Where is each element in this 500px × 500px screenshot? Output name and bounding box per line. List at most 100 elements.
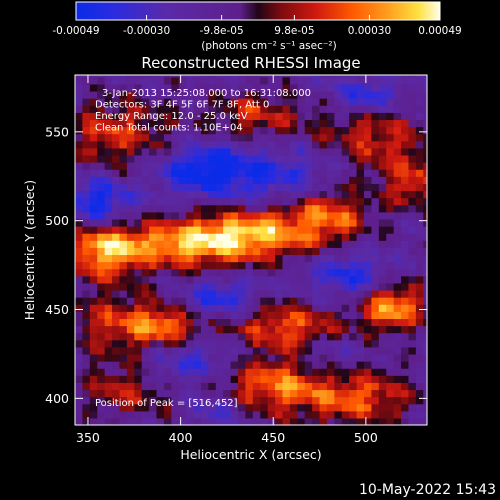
heatmap-cell — [186, 275, 195, 284]
heatmap-cell — [282, 332, 291, 341]
heatmap-cell — [208, 289, 217, 298]
heatmap-cell — [319, 353, 328, 362]
heatmap-cell — [282, 282, 291, 291]
heatmap-cell — [200, 417, 209, 425]
heatmap-cell — [304, 226, 313, 234]
heatmap-cell — [378, 318, 387, 327]
heatmap-cell — [97, 154, 106, 163]
heatmap-cell — [401, 162, 410, 170]
heatmap-cell — [371, 282, 380, 291]
heatmap-cell — [149, 396, 158, 405]
heatmap-cell — [326, 361, 335, 369]
heatmap-cell — [282, 318, 291, 327]
heatmap-cell — [319, 297, 328, 305]
heatmap-cell — [141, 126, 150, 135]
heatmap-cell — [193, 240, 202, 248]
heatmap-cell — [319, 154, 328, 163]
heatmap-cell — [378, 140, 387, 149]
heatmap-cell — [319, 282, 328, 291]
heatmap-cell — [349, 353, 358, 362]
heatmap-cell — [89, 83, 98, 92]
heatmap-cell — [415, 90, 424, 99]
y-tick-label: 500 — [45, 213, 69, 228]
heatmap-cell — [208, 83, 217, 92]
heatmap-cell — [178, 304, 187, 312]
heatmap-cell — [75, 169, 84, 177]
heatmap-cell — [415, 389, 424, 398]
heatmap-cell — [304, 382, 313, 391]
heatmap-cell — [260, 190, 269, 199]
heatmap-cell — [364, 325, 373, 334]
heatmap-cell — [319, 190, 328, 199]
heatmap-cell — [349, 417, 358, 425]
heatmap-cell — [267, 76, 276, 85]
heatmap-cell — [163, 169, 172, 177]
heatmap-cell — [341, 183, 350, 192]
heatmap-cell — [215, 297, 224, 305]
heatmap-cell — [289, 311, 298, 320]
heatmap-cell — [89, 368, 98, 376]
heatmap-cell — [319, 261, 328, 270]
heatmap-cell — [89, 410, 98, 419]
heatmap-cell — [215, 396, 224, 405]
heatmap-cell — [297, 190, 306, 199]
heatmap-cell — [245, 76, 254, 85]
heatmap-cell — [289, 261, 298, 270]
heatmap-cell — [156, 169, 165, 177]
heatmap-cell — [245, 211, 254, 220]
colorbar-frame — [75, 1, 441, 21]
heatmap-cell — [112, 112, 121, 121]
heatmap-cell — [163, 75, 172, 78]
heatmap-cell — [252, 318, 261, 327]
heatmap-cell — [267, 247, 276, 256]
heatmap-cell — [230, 204, 239, 213]
heatmap-cell — [364, 105, 373, 113]
heatmap-cell — [312, 332, 321, 341]
heatmap-cell — [156, 147, 165, 156]
heatmap-cell — [238, 325, 247, 334]
heatmap-cell — [134, 140, 143, 149]
heatmap-cell — [97, 339, 106, 348]
heatmap-cell — [408, 275, 417, 284]
heatmap-cell — [349, 197, 358, 206]
heatmap-cell — [378, 417, 387, 425]
heatmap-cell — [415, 204, 424, 213]
heatmap-cell — [193, 368, 202, 376]
heatmap-cell — [156, 83, 165, 92]
heatmap-cell — [245, 183, 254, 192]
heatmap-cell — [126, 361, 135, 369]
heatmap-cell — [215, 261, 224, 270]
heatmap-cell — [89, 261, 98, 270]
heatmap-cell — [200, 375, 209, 383]
heatmap-cell — [275, 176, 284, 184]
heatmap-cell — [312, 318, 321, 327]
heatmap-cell — [230, 346, 239, 355]
heatmap-cell — [104, 410, 113, 419]
heatmap-cell — [149, 361, 158, 369]
heatmap-cell — [156, 233, 165, 241]
heatmap-cell — [230, 403, 239, 412]
heatmap-cell — [208, 297, 217, 305]
heatmap-cell — [356, 204, 365, 213]
heatmap-cell — [97, 76, 106, 85]
heatmap-cell — [378, 368, 387, 376]
heatmap-cell — [326, 325, 335, 334]
heatmap-cell — [275, 311, 284, 320]
heatmap-cell — [378, 346, 387, 355]
heatmap-cell — [245, 218, 254, 227]
heatmap-cell — [82, 83, 91, 92]
heatmap-cell — [260, 410, 269, 419]
heatmap-cell — [134, 90, 143, 99]
heatmap-cell — [408, 325, 417, 334]
heatmap-cell — [408, 83, 417, 92]
heatmap-cell — [312, 190, 321, 199]
heatmap-cell — [75, 361, 84, 369]
heatmap-cell — [289, 119, 298, 128]
heatmap-cell — [423, 353, 427, 362]
heatmap-cell — [104, 169, 113, 177]
heatmap-cell — [149, 90, 158, 99]
heatmap-cell — [289, 126, 298, 135]
heatmap-cell — [112, 105, 121, 113]
heatmap-cell — [82, 176, 91, 184]
heatmap-cell — [223, 417, 232, 425]
